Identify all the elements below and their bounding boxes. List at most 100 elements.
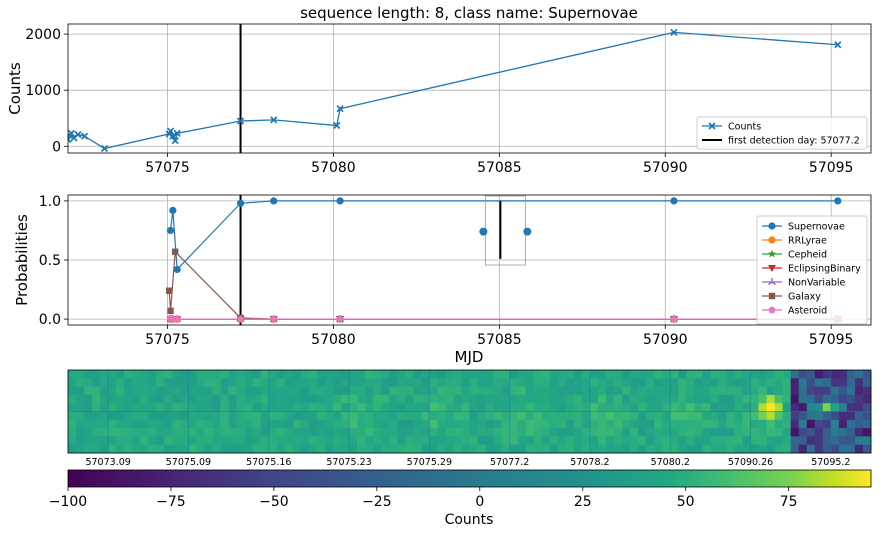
light-curve-ylabel: Counts bbox=[6, 62, 24, 115]
colorbar-tick-label: 0 bbox=[475, 494, 484, 510]
stamp-image bbox=[68, 370, 149, 454]
probabilities-ylabel: Probabilities bbox=[13, 214, 31, 306]
colorbar-gradient bbox=[67, 469, 872, 488]
series-point bbox=[173, 265, 181, 274]
inset-point-right bbox=[523, 227, 532, 236]
y-tick-label: 1.0 bbox=[39, 194, 61, 210]
counts-point bbox=[169, 132, 177, 140]
stamp-strip bbox=[68, 370, 872, 454]
inset-point-left bbox=[479, 227, 488, 236]
legend-label: Galaxy bbox=[788, 292, 821, 303]
series-asteroid bbox=[166, 314, 842, 323]
legend-label: Supernovae bbox=[788, 222, 845, 233]
y-tick-label: 1000 bbox=[25, 83, 61, 99]
counts-point bbox=[166, 127, 175, 135]
legend-marker bbox=[768, 222, 776, 230]
x-tick-label: 57080 bbox=[311, 160, 356, 176]
stamp-label: 57090.26 bbox=[728, 457, 773, 468]
legend-marker bbox=[768, 278, 776, 286]
series-line bbox=[169, 200, 838, 271]
counts-point bbox=[670, 28, 678, 37]
stamp-label: 57073.09 bbox=[85, 457, 130, 468]
legend-item-galaxy: Galaxy bbox=[762, 292, 821, 303]
series-point bbox=[166, 226, 175, 235]
legend-marker bbox=[768, 306, 776, 314]
probabilities-xlabel: MJD bbox=[455, 348, 484, 366]
colorbar-tick-label: 25 bbox=[574, 494, 592, 510]
stamp-label: 57075.09 bbox=[166, 457, 211, 468]
legend-label: NonVariable bbox=[788, 278, 846, 289]
x-tick-label: 57095 bbox=[809, 160, 854, 176]
series-supernovae bbox=[166, 197, 842, 274]
x-tick-label: 57095 bbox=[809, 332, 854, 348]
counts-point bbox=[68, 129, 75, 137]
stamp-label: 57075.29 bbox=[407, 457, 452, 468]
legend-item-cepheid: Cepheid bbox=[762, 250, 827, 261]
image-stamps-panel: 57073.09 57075.09 57075.16 57075.23 57075.29… bbox=[67, 369, 872, 468]
y-tick-label: 0 bbox=[52, 139, 61, 155]
stamp-image bbox=[469, 370, 551, 454]
legend-marker bbox=[768, 249, 776, 258]
counts-point bbox=[74, 130, 82, 139]
colorbar: −100 −75 −50 −25 0 25 50 75 Counts bbox=[49, 469, 872, 528]
counts-series bbox=[68, 28, 842, 153]
legend-label: Cepheid bbox=[788, 250, 827, 261]
legend-label: Asteroid bbox=[788, 306, 827, 317]
legend-item-supernovae: Supernovae bbox=[762, 222, 845, 233]
y-tick-label: 0.5 bbox=[39, 253, 61, 269]
probabilities-ticks: 57075 57080 57085 57090 57095 0.0 0.5 1.0 bbox=[39, 194, 854, 348]
legend-counts-marker bbox=[708, 122, 716, 130]
x-tick-label: 57085 bbox=[477, 160, 522, 176]
y-tick-label: 0.0 bbox=[39, 312, 61, 328]
stamp-label: 57075.23 bbox=[326, 457, 371, 468]
light-curve-ticks: 57075 57080 57085 57090 57095 0 1000 2000 bbox=[25, 27, 853, 176]
counts-point bbox=[270, 116, 278, 124]
series-point bbox=[171, 248, 179, 255]
series-point bbox=[169, 206, 177, 214]
legend-label: RRLyrae bbox=[788, 236, 827, 247]
stamp-image bbox=[549, 370, 631, 454]
stamp-label: 57077.2 bbox=[490, 457, 529, 468]
figure-title: sequence length: 8, class name: Supernov… bbox=[300, 4, 638, 22]
y-tick-label: 2000 bbox=[25, 27, 61, 43]
stamp-image bbox=[630, 370, 711, 454]
series-point bbox=[834, 197, 842, 205]
stamp-label: 57080.2 bbox=[651, 457, 690, 468]
colorbar-tick-label: −50 bbox=[259, 494, 289, 510]
x-tick-label: 57085 bbox=[477, 332, 522, 348]
stamp-labels: 57073.09 57075.09 57075.16 57075.23 57075.29… bbox=[85, 457, 850, 468]
stamp-label: 57075.16 bbox=[246, 457, 291, 468]
uncertainty-inset bbox=[479, 195, 532, 266]
colorbar-label: Counts bbox=[445, 512, 494, 528]
series-point bbox=[236, 315, 245, 323]
series-point bbox=[336, 197, 344, 205]
counts-point bbox=[80, 132, 89, 140]
colorbar-ticks: −100 −75 −50 −25 0 25 50 75 bbox=[49, 487, 798, 510]
legend-item-nonvariable: NonVariable bbox=[762, 278, 846, 289]
legend-marker bbox=[768, 236, 776, 244]
colorbar-tick-label: −25 bbox=[362, 494, 392, 510]
legend-counts-point bbox=[708, 122, 716, 130]
stamp-label: 57095.2 bbox=[811, 457, 850, 468]
series-point bbox=[270, 315, 278, 323]
colorbar-tick-label: −75 bbox=[156, 494, 186, 510]
counts-point bbox=[100, 144, 109, 153]
series-point bbox=[336, 315, 344, 323]
light-curve-panel: 57075 57080 57085 57090 57095 0 1000 2000 Count… bbox=[6, 23, 872, 176]
legend-marker bbox=[768, 265, 776, 272]
x-tick-label: 57080 bbox=[311, 332, 356, 348]
colorbar-tick-label: 75 bbox=[780, 494, 798, 510]
counts-point bbox=[173, 129, 181, 137]
series-point bbox=[670, 315, 678, 323]
probability-series bbox=[166, 197, 842, 324]
stamp-image bbox=[148, 370, 229, 454]
legend-counts-label: Counts bbox=[728, 122, 761, 133]
colorbar-tick-label: 50 bbox=[677, 494, 695, 510]
probabilities-legend: Supernovae RRLyrae Cepheid EclipsingBinary N… bbox=[756, 215, 868, 325]
x-tick-label: 57075 bbox=[145, 160, 190, 176]
series-point bbox=[670, 197, 678, 205]
series-point bbox=[173, 315, 181, 323]
probabilities-panel: 57075 57080 57085 57090 57095 0.0 0.5 1.0 Proba… bbox=[13, 194, 872, 366]
counts-point bbox=[171, 137, 179, 145]
